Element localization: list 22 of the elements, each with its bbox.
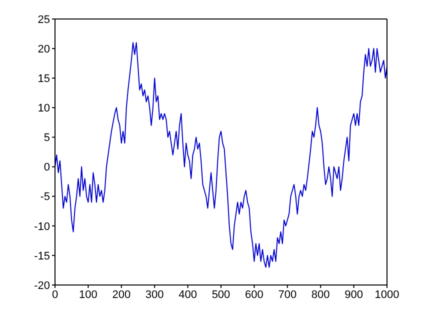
y-tick-label: -5 [40,191,50,204]
x-tick-label: 800 [311,288,330,301]
x-tick-label: 400 [178,288,197,301]
y-tick-label: -10 [34,220,50,233]
y-tick-label: 25 [38,14,50,26]
x-tick-label: 700 [278,288,297,301]
x-tick-label: 0 [52,288,58,301]
x-tick-label: 600 [245,288,264,301]
x-tick-label: 1000 [374,288,400,301]
y-tick-label: -15 [34,250,50,262]
x-tick-label: 200 [112,288,131,301]
line-series [55,42,387,268]
x-tick-label: 900 [344,288,363,301]
y-tick-label: 20 [38,43,50,56]
y-tick-label: -20 [34,280,50,292]
y-tick-label: 0 [44,162,50,174]
y-tick-label: 15 [38,73,50,86]
x-tick-label: 300 [145,288,164,301]
y-tick-label: 10 [38,102,50,115]
x-tick-label: 100 [79,288,98,301]
y-tick-label: 5 [44,132,50,144]
x-tick-label: 500 [212,288,230,301]
